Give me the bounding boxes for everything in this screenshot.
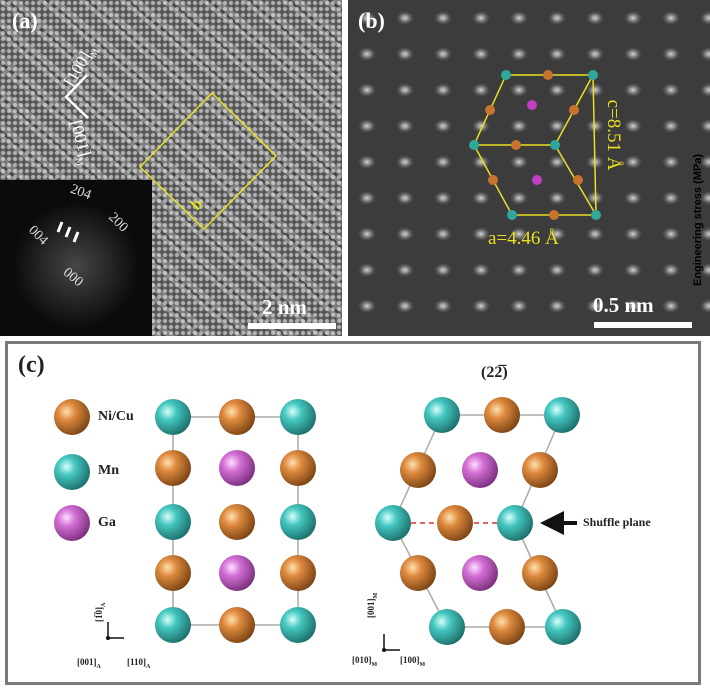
nicu-atom (400, 452, 436, 488)
cell-atom (588, 70, 598, 80)
direction-arrows-icon (64, 74, 89, 119)
mn-atom (54, 454, 90, 490)
nicu-atom (522, 555, 558, 591)
cell-atom (550, 140, 560, 150)
cell-atom (591, 210, 601, 220)
nicu-atom (400, 555, 436, 591)
fft-arrows-icon (56, 221, 80, 243)
mn-atom (280, 607, 316, 643)
mn-atom (544, 397, 580, 433)
region-b-box (139, 92, 277, 230)
plane-title: (22̅) (481, 364, 508, 381)
unit-cell-overlay (469, 70, 601, 220)
hrtem-image-b: (b) c=8.51 Å a=4.46 Å 0.5 nm (348, 0, 710, 336)
ga-atom (219, 555, 255, 591)
cell-atom (573, 175, 583, 185)
a-parameter-label: a=4.46 Å (488, 228, 559, 249)
nicu-atom (219, 607, 255, 643)
panel-c (5, 341, 701, 685)
nicu-atom (522, 452, 558, 488)
right-axis-left-label: [010]M (352, 655, 378, 668)
fft-inset: 204 200 004 000 (0, 180, 152, 336)
mn-atom (280, 399, 316, 435)
legend-label-ga: Ga (98, 515, 116, 530)
nicu-atom (155, 450, 191, 486)
nicu-atom (54, 399, 90, 435)
mn-atom (155, 607, 191, 643)
mn-atom (155, 504, 191, 540)
axis-triad-icon (383, 634, 400, 651)
panel-c-label: (c) (18, 352, 45, 378)
hrtem-image-a: (a) [100]M [001]M b 204 200 004 000 2 nm (0, 0, 342, 336)
right-axis-up-label: [001]M (366, 592, 379, 618)
axis-triad-icon (107, 622, 124, 639)
cell-atom (488, 175, 498, 185)
mn-atom (280, 504, 316, 540)
nicu-atom (219, 399, 255, 435)
ga-atom (54, 505, 90, 541)
nicu-atom (484, 397, 520, 433)
panel-a-label: (a) (12, 8, 38, 33)
mn-atom (545, 609, 581, 645)
ga-atom (462, 555, 498, 591)
cell-atom (511, 140, 521, 150)
axis-origin-icon (106, 636, 110, 640)
mn-atom (375, 505, 411, 541)
cell-atom (543, 70, 553, 80)
cell-atom (527, 100, 537, 110)
nicu-atom (489, 609, 525, 645)
mn-atom (424, 397, 460, 433)
cell-atom (469, 140, 479, 150)
panel-b-label: (b) (358, 8, 385, 33)
nicu-atom (280, 450, 316, 486)
right-axis-right-label: [100]M (400, 655, 426, 668)
scale-bar-a (248, 323, 336, 329)
ga-atom (462, 452, 498, 488)
mn-atom (497, 505, 533, 541)
cell-atom (569, 105, 579, 115)
left-axis-right-label: [110]A (127, 657, 151, 670)
overlay-a (64, 74, 277, 230)
axis-origin-icon (382, 648, 386, 652)
cell-atom (501, 70, 511, 80)
cell-atom (549, 210, 559, 220)
nicu-atom (280, 555, 316, 591)
scale-bar-b (594, 322, 692, 328)
nicu-atom (155, 555, 191, 591)
scale-bar-a-label: 2 nm (262, 295, 307, 319)
cell-atom (507, 210, 517, 220)
shuffle-plane-label: Shuffle plane (583, 515, 651, 529)
mn-atom (429, 609, 465, 645)
scale-bar-b-label: 0.5 nm (593, 293, 654, 317)
ga-atom (219, 450, 255, 486)
cell-atom (532, 175, 542, 185)
legend-label-mn: Mn (98, 463, 119, 478)
nicu-atom (219, 504, 255, 540)
nicu-atom (437, 505, 473, 541)
left-axis-up-label: [1̅0]A (94, 602, 107, 622)
mn-atom (155, 399, 191, 435)
legend-label-nicu: Ni/Cu (98, 409, 134, 424)
left-axis-left-label: [001]A (77, 657, 101, 670)
cell-atom (485, 105, 495, 115)
cell-edge (592, 74, 597, 216)
